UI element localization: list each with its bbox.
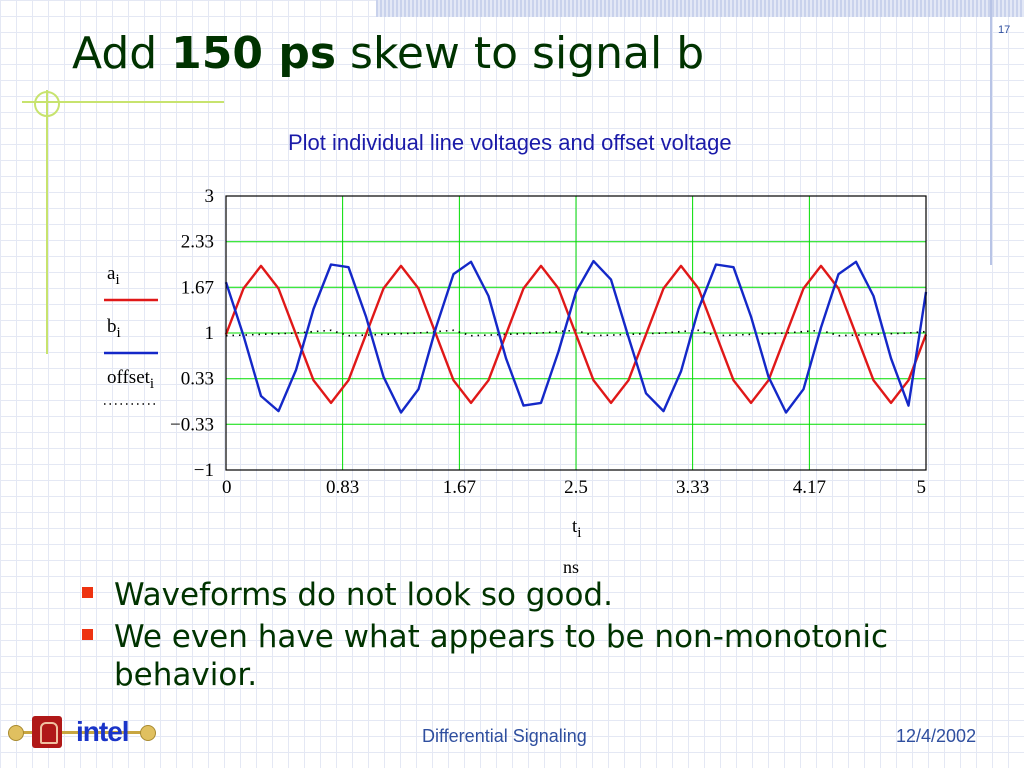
y-tick-label: 2.33 xyxy=(181,232,214,253)
footer-title: Differential Signaling xyxy=(422,726,587,746)
series-line-a xyxy=(224,264,928,405)
legend-label-offset: offseti xyxy=(107,367,154,392)
legend-label-a: ai xyxy=(107,263,120,288)
x-tick-label: 3.33 xyxy=(676,477,709,498)
legend-label-b: bi xyxy=(107,316,121,341)
dumbbell-left-ball xyxy=(8,725,24,741)
x-tick-label: 2.5 xyxy=(564,477,588,498)
bullet-list: Waveforms do not look so good. We even h… xyxy=(82,576,914,698)
title-suffix: skew to signal b xyxy=(336,28,705,79)
chart-grid xyxy=(226,196,926,470)
y-tick-label: −0.33 xyxy=(170,414,214,435)
y-tick-label: 3 xyxy=(205,186,215,207)
y-tick-label: 0.33 xyxy=(181,369,214,390)
series-line-b xyxy=(224,259,928,414)
stanford-seal-icon xyxy=(32,716,62,748)
right-decor-rule xyxy=(990,0,992,265)
y-tick-label: −1 xyxy=(194,460,214,481)
title-emphasis: 150 ps xyxy=(171,28,337,79)
x-tick-label: 4.17 xyxy=(793,477,826,498)
y-tick-label: 1 xyxy=(205,323,215,344)
x-tick-label: 0 xyxy=(222,477,232,498)
footer-date: 12/4/2002 xyxy=(896,726,977,746)
bullet-text: Waveforms do not look so good. xyxy=(114,577,613,613)
title-prefix: Add xyxy=(72,28,172,79)
dumbbell-bar xyxy=(12,731,152,734)
decor-vertical-line xyxy=(46,90,48,354)
y-tick-label: 1.67 xyxy=(181,277,214,298)
decor-crosshair-circle xyxy=(34,91,60,117)
y-tick-labels: 3 2.33 1.67 1 0.33 −0.33 −1 xyxy=(170,186,214,481)
bullet-item: We even have what appears to be non-mono… xyxy=(82,618,914,694)
x-tick-labels: 0 0.83 1.67 2.5 3.33 4.17 5 xyxy=(222,477,926,498)
footer-logo: intel xyxy=(8,712,158,756)
x-tick-label: 0.83 xyxy=(326,477,359,498)
dumbbell-right-ball xyxy=(140,725,156,741)
series-line-offset xyxy=(225,329,927,337)
slide-number: 17 xyxy=(998,24,1011,36)
decor-horizontal-line xyxy=(22,101,224,103)
plot-title: Plot individual line voltages and offset… xyxy=(288,130,732,155)
chart: 3 2.33 1.67 1 0.33 −0.33 −1 0 0.83 1.67 2.5 3.33 4.… xyxy=(104,186,928,577)
bullet-item: Waveforms do not look so good. xyxy=(82,576,914,614)
x-axis-label: ti xyxy=(572,516,581,541)
bullet-text: We even have what appears to be non-mono… xyxy=(114,619,889,693)
x-axis-unit: ns xyxy=(563,557,579,577)
plot-frame xyxy=(225,195,927,471)
x-tick-label: 5 xyxy=(917,477,927,498)
square-bullet-icon xyxy=(82,629,93,640)
x-tick-label: 1.67 xyxy=(443,477,476,498)
square-bullet-icon xyxy=(82,587,93,598)
slide-title: Add 150 ps skew to signal b xyxy=(72,28,704,79)
chart-series xyxy=(224,259,928,414)
top-decor-band xyxy=(376,0,1024,17)
intel-logo: intel xyxy=(76,716,130,747)
